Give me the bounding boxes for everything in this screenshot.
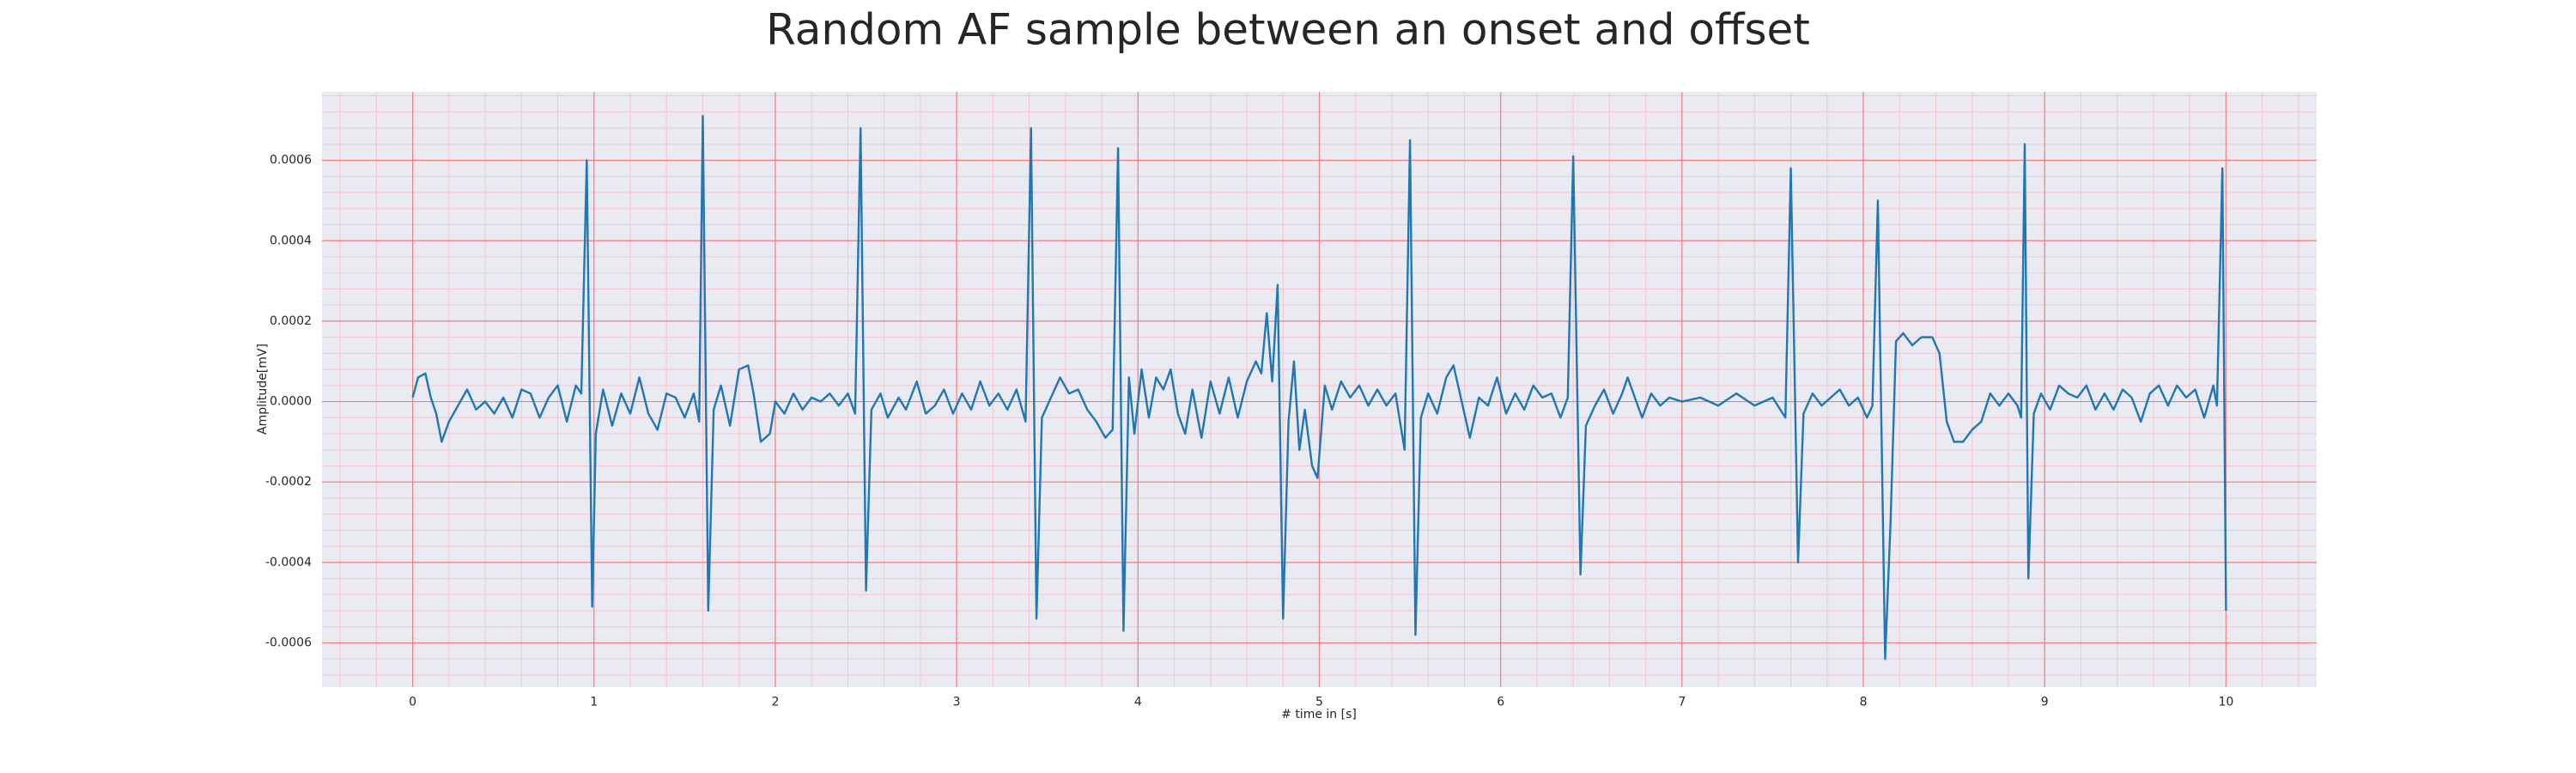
- y-axis-label: Amplitude[mV]: [256, 344, 270, 435]
- y-tick-label: 0.0006: [270, 154, 312, 167]
- plot-area: 0 1 2 3 4 5 6 7 8 9 10 -0.0006 -0.0004 -0.0002 0.0000 0…: [265, 92, 2317, 709]
- y-tick-label: -0.0004: [265, 556, 312, 569]
- x-tick-label: 1: [590, 696, 598, 709]
- y-tick-label: 0.0000: [270, 395, 312, 409]
- x-tick-label: 8: [1860, 696, 1868, 709]
- x-tick-label: 10: [2218, 696, 2233, 709]
- chart-title: Random AF sample between an onset and of…: [766, 5, 1810, 55]
- y-tick-label: 0.0004: [270, 234, 312, 247]
- y-tick-label: -0.0006: [265, 636, 312, 649]
- x-tick-label: 6: [1497, 696, 1504, 709]
- x-axis-label: # time in [s]: [1281, 708, 1357, 721]
- signal-line: [411, 114, 2227, 660]
- x-tick-label: 3: [953, 696, 961, 709]
- x-tick-label: 2: [771, 696, 779, 709]
- y-tick-label: 0.0002: [270, 314, 312, 328]
- x-tick-label: 5: [1315, 696, 1323, 709]
- x-tick-label: 9: [2041, 696, 2049, 709]
- x-tick-label: 0: [409, 696, 416, 709]
- x-tick-label: 4: [1134, 696, 1142, 709]
- y-tick-label: -0.0002: [265, 475, 312, 489]
- x-tick-label: 7: [1678, 696, 1686, 709]
